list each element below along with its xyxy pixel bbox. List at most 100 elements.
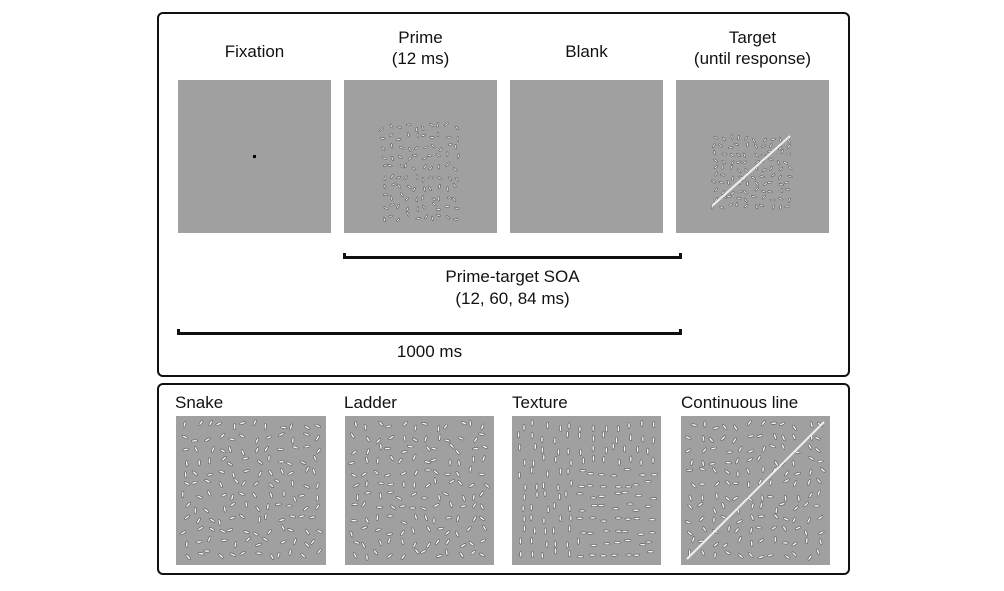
target-frame xyxy=(676,80,829,233)
gabor-element xyxy=(552,502,556,509)
gabor-element xyxy=(363,423,367,431)
gabor-element xyxy=(252,419,257,426)
gabor-element xyxy=(774,460,779,467)
gabor-element xyxy=(621,530,629,533)
gabor-element xyxy=(714,171,718,177)
gabor-element xyxy=(784,494,787,502)
gabor-element xyxy=(650,473,658,477)
gabor-element xyxy=(416,206,419,212)
gabor-element xyxy=(455,177,460,182)
gabor-element xyxy=(462,494,466,502)
gabor-element xyxy=(390,174,394,179)
gabor-element xyxy=(721,137,726,142)
gabor-element xyxy=(747,419,752,426)
gabor-element xyxy=(817,489,821,497)
gabor-element xyxy=(468,541,475,547)
gabor-element xyxy=(267,454,271,462)
gabor-element xyxy=(184,471,188,479)
gabor-element xyxy=(581,457,585,465)
gabor-element xyxy=(726,450,733,454)
gabor-element xyxy=(280,426,288,429)
gabor-element xyxy=(445,516,452,520)
gabor-element xyxy=(530,431,534,439)
gabor-element xyxy=(598,494,606,498)
gabor-element xyxy=(700,549,705,556)
gabor-element xyxy=(288,548,292,556)
gabor-element xyxy=(423,186,426,192)
gabor-element xyxy=(788,165,793,170)
gabor-element xyxy=(228,437,236,441)
gabor-element xyxy=(289,514,297,519)
gabor-element xyxy=(743,190,748,195)
gabor-element xyxy=(280,524,286,531)
gabor-element xyxy=(437,196,440,202)
gabor-element xyxy=(426,525,431,532)
gabor-element xyxy=(785,152,792,156)
gabor-element xyxy=(610,474,618,478)
gabor-element xyxy=(735,457,740,465)
gabor-element xyxy=(207,535,212,543)
gabor-element xyxy=(782,541,789,545)
gabor-element xyxy=(208,527,216,532)
gabor-element xyxy=(403,434,407,442)
gabor-element xyxy=(373,549,379,556)
gabor-element xyxy=(641,435,645,443)
gabor-element xyxy=(421,125,425,131)
gabor-element xyxy=(578,425,582,433)
gabor-element xyxy=(590,504,598,507)
gabor-element xyxy=(429,136,435,139)
gabor-element xyxy=(564,490,568,498)
gabor-element xyxy=(228,446,232,453)
gabor-element xyxy=(778,422,786,426)
gabor-element xyxy=(747,434,755,438)
gabor-element xyxy=(291,480,294,487)
gabor-element xyxy=(599,554,607,558)
gabor-element xyxy=(262,537,269,542)
gabor-element xyxy=(219,529,227,534)
gabor-element xyxy=(651,457,655,464)
gabor-element xyxy=(793,480,798,487)
gabor-element xyxy=(587,472,595,476)
gabor-element xyxy=(522,515,526,523)
gabor-element xyxy=(266,529,272,535)
gabor-element xyxy=(424,468,432,472)
gabor-element xyxy=(736,470,740,478)
gabor-element xyxy=(238,433,245,439)
gabor-element xyxy=(576,516,584,520)
gabor-element xyxy=(255,505,261,512)
gabor-element xyxy=(633,553,641,557)
gabor-element xyxy=(386,553,393,559)
gabor-element xyxy=(396,138,402,141)
gabor-element xyxy=(754,153,759,158)
gabor-element xyxy=(784,470,790,477)
gabor-element xyxy=(375,528,382,532)
gabor-element xyxy=(614,516,622,520)
snake-stimulus xyxy=(176,416,326,565)
gabor-element xyxy=(443,423,449,430)
gabor-element xyxy=(479,516,485,521)
gabor-element xyxy=(553,437,557,445)
gabor-element xyxy=(298,494,305,498)
gabor-element xyxy=(310,539,316,545)
gabor-element xyxy=(244,500,248,508)
gabor-element xyxy=(637,532,645,536)
gabor-element xyxy=(396,175,402,180)
gabor-element xyxy=(305,528,310,535)
gabor-element xyxy=(408,146,412,152)
gabor-element xyxy=(814,436,821,441)
gabor-element xyxy=(602,529,610,533)
gabor-element xyxy=(728,202,734,207)
gabor-element xyxy=(522,424,526,432)
stimulus-label-ladder: Ladder xyxy=(344,393,397,412)
gabor-element xyxy=(409,506,417,510)
gabor-element xyxy=(390,155,394,161)
gabor-element xyxy=(348,461,355,465)
gabor-element xyxy=(455,531,460,538)
gabor-element xyxy=(313,455,318,462)
gabor-element xyxy=(771,204,775,210)
gabor-element xyxy=(390,504,396,510)
gabor-element xyxy=(688,494,693,502)
gabor-element xyxy=(758,538,765,544)
gabor-element xyxy=(269,491,273,499)
gabor-element xyxy=(185,502,191,508)
